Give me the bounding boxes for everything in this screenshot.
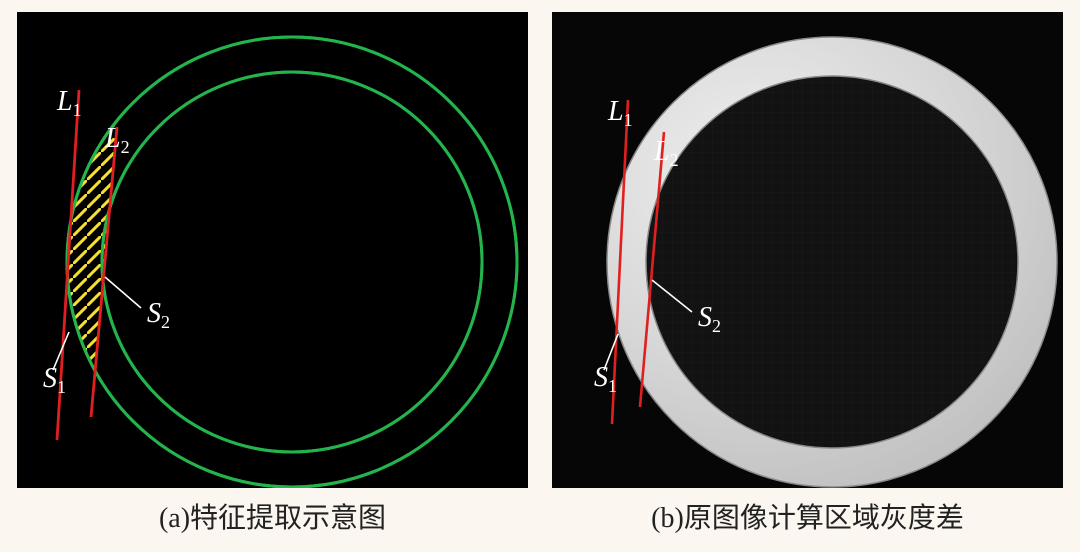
caption-b: (b)原图像计算区域灰度差 <box>550 496 1065 536</box>
caption-row: (a)特征提取示意图 (b)原图像计算区域灰度差 <box>0 496 1080 536</box>
caption-a: (a)特征提取示意图 <box>15 496 530 536</box>
panel-a: L1 L2 S1 S2 <box>15 10 530 490</box>
panel-b-svg: L1 L2 S1 S2 <box>552 12 1063 488</box>
figure-container: L1 L2 S1 S2 <box>0 0 1080 552</box>
panel-row: L1 L2 S1 S2 <box>0 0 1080 490</box>
panel-a-svg: L1 L2 S1 S2 <box>17 12 528 488</box>
panel-b: L1 L2 S1 S2 <box>550 10 1065 490</box>
ring-grey <box>552 12 1063 488</box>
